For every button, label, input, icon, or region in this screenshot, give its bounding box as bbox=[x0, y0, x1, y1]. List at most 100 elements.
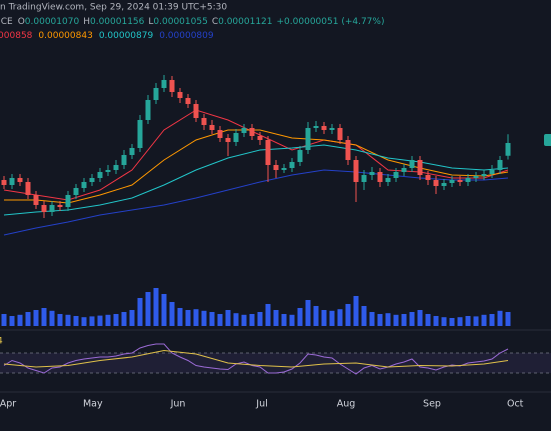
candle-body bbox=[465, 178, 471, 182]
volume-bar bbox=[201, 310, 207, 326]
candle-body bbox=[257, 136, 263, 140]
volume-bar bbox=[65, 314, 71, 326]
candle-body bbox=[417, 160, 423, 175]
volume-bar bbox=[97, 315, 103, 326]
volume-bar bbox=[25, 312, 31, 326]
symbol: NCE bbox=[0, 17, 13, 27]
ma-value: 0.00000858 bbox=[0, 31, 33, 41]
volume-bar bbox=[193, 309, 199, 326]
candle-body bbox=[473, 176, 479, 178]
candle-body bbox=[385, 178, 391, 182]
volume-bar bbox=[241, 314, 247, 326]
candle-body bbox=[145, 100, 151, 120]
candle-body bbox=[177, 92, 183, 98]
candle-body bbox=[57, 205, 63, 207]
candle-body bbox=[425, 175, 431, 180]
candle-body bbox=[241, 128, 247, 133]
candle-body bbox=[409, 160, 415, 168]
volume-bar bbox=[233, 313, 239, 326]
volume-bar bbox=[113, 314, 119, 326]
x-tick-label: Jul bbox=[255, 399, 267, 410]
candle-body bbox=[337, 128, 343, 140]
ma-legend: 0.00000858 0.00000843 0.00000879 0.00000809 bbox=[0, 31, 214, 41]
volume-bar bbox=[169, 302, 175, 326]
candle-body bbox=[361, 175, 367, 182]
candle-body bbox=[489, 170, 495, 174]
volume-bar bbox=[9, 316, 15, 326]
volume-bar bbox=[49, 310, 55, 326]
candle-body bbox=[281, 168, 287, 170]
volume-bar bbox=[369, 312, 375, 326]
volume-bar bbox=[217, 314, 223, 326]
volume-bar bbox=[137, 298, 143, 326]
volume-bar bbox=[481, 314, 487, 326]
volume-bar bbox=[17, 314, 23, 326]
volume-bar bbox=[249, 314, 255, 326]
rsi-ma-line bbox=[3, 349, 509, 368]
candle-body bbox=[329, 128, 335, 130]
x-tick-label: Oct bbox=[507, 399, 524, 410]
volume-bar bbox=[401, 314, 407, 326]
candle-body bbox=[49, 205, 55, 212]
change: +0.00000051 (+4.77%) bbox=[277, 17, 385, 27]
candle-body bbox=[41, 205, 47, 212]
ohlc-value: 0.00001070 bbox=[25, 17, 80, 27]
volume-bar bbox=[337, 309, 343, 326]
candle-body bbox=[25, 182, 31, 195]
candle-body bbox=[225, 138, 231, 142]
volume-bar bbox=[329, 310, 335, 326]
volume-bar bbox=[449, 318, 455, 326]
moving-average bbox=[3, 144, 509, 216]
volume-bar bbox=[257, 312, 263, 326]
ohlc-key: O bbox=[18, 17, 25, 27]
volume-bar bbox=[505, 312, 511, 326]
volume-bar bbox=[177, 308, 183, 326]
volume-bar bbox=[361, 306, 367, 326]
source-line: n TradingView.com, Sep 29, 2024 01:39 UT… bbox=[0, 3, 227, 13]
volume-bar bbox=[265, 304, 271, 326]
candle-body bbox=[481, 174, 487, 176]
candle-body bbox=[457, 180, 463, 182]
volume-bar bbox=[417, 310, 423, 326]
candle-body bbox=[449, 180, 455, 183]
candle-body bbox=[153, 88, 159, 100]
volume-bar bbox=[313, 306, 319, 326]
candle-body bbox=[321, 126, 327, 130]
moving-average bbox=[4, 129, 509, 204]
candle-body bbox=[9, 178, 15, 185]
volume-bar bbox=[89, 316, 95, 326]
ohlc-key: L bbox=[148, 17, 153, 27]
candle-body bbox=[433, 180, 439, 186]
volume-bar bbox=[305, 300, 311, 326]
candle-body bbox=[113, 165, 119, 170]
candle-body bbox=[289, 162, 295, 168]
candle-body bbox=[17, 178, 23, 182]
volume-bar bbox=[33, 310, 39, 326]
volume-bar bbox=[281, 314, 287, 326]
volume-bar bbox=[41, 308, 47, 326]
candle-body bbox=[233, 133, 239, 142]
volume-bar bbox=[385, 313, 391, 326]
candle-body bbox=[353, 160, 359, 182]
volume-bar bbox=[409, 312, 415, 326]
volume-bar bbox=[73, 316, 79, 326]
moving-average bbox=[3, 169, 509, 236]
candle-body bbox=[169, 80, 175, 92]
candle-body bbox=[81, 182, 87, 188]
rsi-line bbox=[3, 343, 509, 375]
candle-body bbox=[305, 128, 311, 150]
x-tick-label: Jun bbox=[170, 399, 186, 410]
volume-bar bbox=[497, 310, 503, 326]
candle-body bbox=[401, 168, 407, 172]
candle-body bbox=[33, 195, 39, 205]
candle-body bbox=[497, 160, 503, 170]
candle-body bbox=[121, 155, 127, 165]
volume-bar bbox=[377, 314, 383, 326]
candle-body bbox=[297, 150, 303, 162]
rsi-label: 4 bbox=[0, 337, 3, 347]
volume-bar bbox=[473, 316, 479, 326]
volume-bar bbox=[489, 314, 495, 326]
candle-body bbox=[217, 130, 223, 138]
